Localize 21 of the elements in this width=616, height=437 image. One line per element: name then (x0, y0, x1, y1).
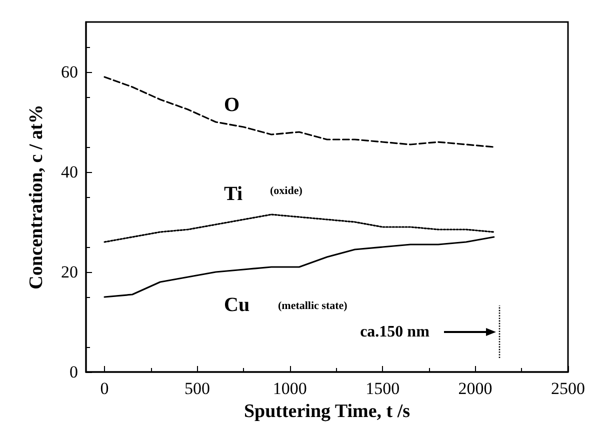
annotation: Cu (224, 294, 250, 316)
x-tick-label: 1000 (272, 379, 307, 398)
line-series (104, 214, 495, 243)
x-tick-label: 2500 (551, 379, 585, 398)
y-tick-label: 40 (61, 162, 78, 182)
y-axis-title: Concentration, c / at% (26, 104, 47, 290)
x-tick-label: 2000 (458, 379, 492, 398)
y-tick-label: 0 (70, 362, 78, 382)
ref-line-label: ca.150 nm (360, 323, 430, 340)
line-series (104, 236, 495, 298)
x-tick-label: 1500 (366, 379, 400, 398)
annotation: O (224, 94, 240, 116)
line-series (104, 76, 495, 148)
x-axis-title: Sputtering Time, t /s (244, 400, 410, 422)
x-tick-label: 500 (184, 379, 210, 398)
y-tick-label: 20 (61, 262, 78, 282)
annotation: (oxide) (270, 185, 303, 197)
y-tick-label: 60 (61, 62, 78, 82)
x-tick-label: 0 (100, 379, 109, 398)
annotation: (metallic state) (278, 300, 348, 312)
annotation: Ti (224, 183, 243, 205)
